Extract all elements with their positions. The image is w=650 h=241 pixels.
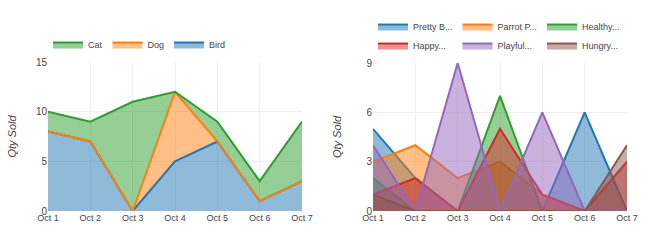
svg-text:Oct 2: Oct 2 [80, 213, 102, 223]
svg-text:Cat: Cat [88, 40, 103, 50]
svg-text:Oct 5: Oct 5 [207, 213, 229, 223]
svg-text:Oct 6: Oct 6 [574, 213, 596, 223]
svg-text:3: 3 [366, 156, 372, 167]
svg-text:Oct 6: Oct 6 [249, 213, 271, 223]
svg-text:Oct 7: Oct 7 [616, 213, 638, 223]
svg-text:Hungry...: Hungry... [582, 41, 618, 51]
svg-text:Qty Sold: Qty Sold [331, 115, 343, 158]
svg-text:Oct 4: Oct 4 [164, 213, 186, 223]
svg-text:Oct 5: Oct 5 [532, 213, 554, 223]
svg-text:Parrot P...: Parrot P... [498, 22, 537, 32]
svg-text:Oct 1: Oct 1 [37, 213, 59, 223]
svg-text:Happy...: Happy... [413, 41, 446, 51]
svg-text:Qty Sold: Qty Sold [6, 115, 18, 158]
svg-text:Bird: Bird [209, 40, 225, 50]
svg-text:0: 0 [41, 206, 47, 217]
svg-text:5: 5 [41, 156, 47, 167]
svg-text:Oct 3: Oct 3 [447, 213, 469, 223]
svg-text:Oct 1: Oct 1 [362, 213, 384, 223]
svg-text:15: 15 [36, 57, 48, 68]
svg-text:10: 10 [36, 106, 48, 117]
svg-text:Pretty B...: Pretty B... [413, 22, 453, 32]
svg-text:6: 6 [366, 107, 372, 118]
svg-text:Healthy...: Healthy... [582, 22, 619, 32]
svg-text:Dog: Dog [148, 40, 165, 50]
svg-text:Playful...: Playful... [498, 41, 533, 51]
svg-text:0: 0 [366, 206, 372, 217]
svg-text:9: 9 [366, 58, 372, 69]
svg-text:Oct 4: Oct 4 [489, 213, 511, 223]
svg-text:Oct 3: Oct 3 [122, 213, 144, 223]
svg-text:Oct 7: Oct 7 [291, 213, 313, 223]
svg-text:Oct 2: Oct 2 [405, 213, 427, 223]
